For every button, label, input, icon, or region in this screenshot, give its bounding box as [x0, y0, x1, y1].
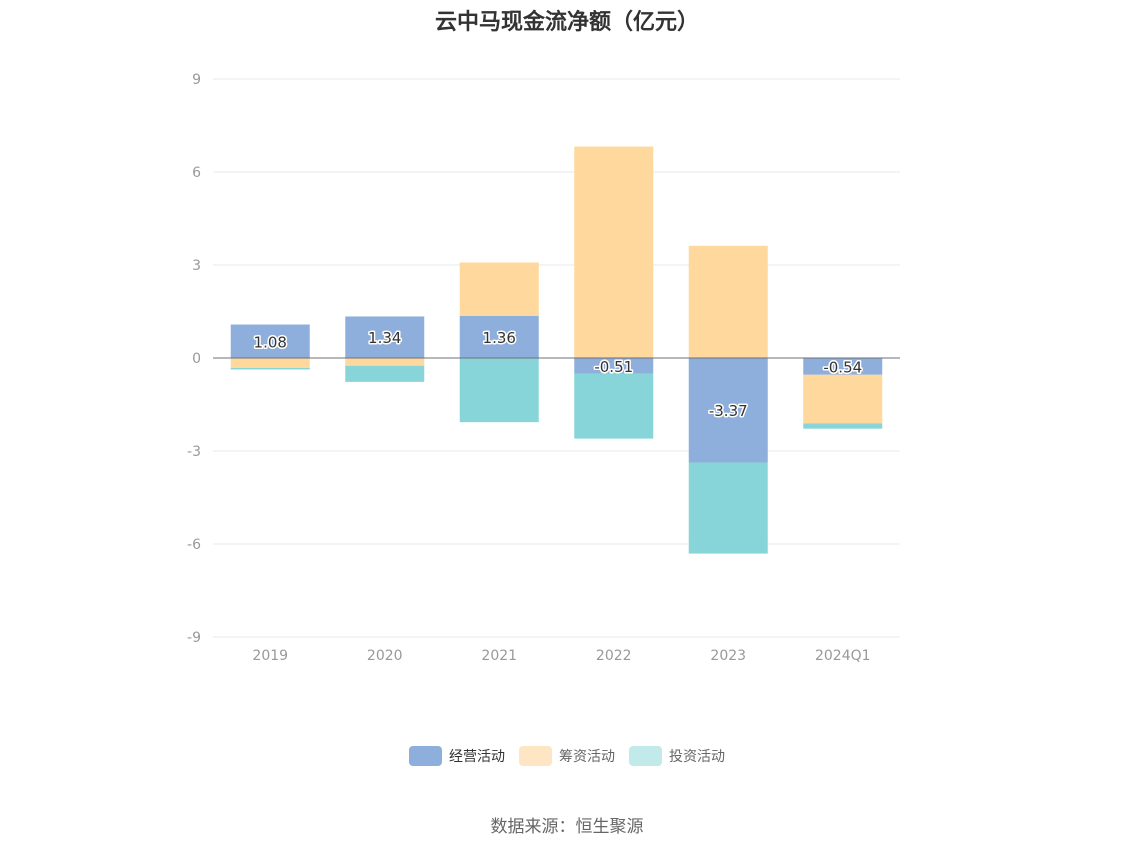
bar-segment[interactable]	[688, 462, 768, 554]
bar-segment[interactable]	[688, 358, 768, 463]
legend-label: 投资活动	[669, 749, 725, 765]
x-tick-label: 2024Q1	[815, 648, 871, 664]
y-tick-label: -6	[187, 537, 201, 553]
data-label: -3.37	[709, 402, 748, 420]
x-tick-label: 2023	[710, 648, 746, 664]
legend-item[interactable]: 筹资活动	[519, 746, 615, 766]
bar-segment[interactable]	[574, 358, 654, 374]
bar-segment[interactable]	[574, 373, 654, 439]
y-tick-label: -3	[187, 444, 201, 460]
chart-plot: 9 6 3 0 -3 -6 -9 2019 2020 2021 2022 2023 2024Q1 1.08…	[187, 72, 900, 664]
legend-label: 经营活动	[449, 749, 505, 765]
chart-title: 云中马现金流净额（亿元）	[434, 10, 699, 35]
x-tick-label: 2022	[596, 648, 632, 664]
bar-segment[interactable]	[230, 324, 310, 358]
bar-segment[interactable]	[574, 146, 654, 358]
y-tick-label: 6	[192, 165, 201, 181]
bar-segment[interactable]	[230, 358, 310, 368]
y-tick-label: 9	[192, 72, 201, 88]
legend-item[interactable]: 经营活动	[409, 746, 505, 766]
bar-segment[interactable]	[803, 423, 883, 429]
y-tick-label: -9	[187, 630, 201, 646]
legend-swatch	[519, 746, 552, 766]
data-label: 1.08	[254, 333, 287, 351]
data-label: 1.34	[368, 329, 401, 347]
bar-segment[interactable]	[345, 316, 425, 358]
bar-segment[interactable]	[345, 365, 425, 382]
bar-segment[interactable]	[459, 315, 539, 358]
bar-segment[interactable]	[230, 367, 310, 370]
data-label: -0.51	[594, 358, 633, 376]
legend-item[interactable]: 投资活动	[629, 746, 725, 766]
bar-segment[interactable]	[803, 358, 883, 375]
legend-label: 筹资活动	[559, 749, 615, 765]
y-tick-label: 0	[192, 351, 201, 367]
source-note: 数据来源：恒生聚源	[490, 817, 644, 837]
x-tick-label: 2021	[481, 648, 517, 664]
bar-segment[interactable]	[345, 358, 425, 366]
data-label: 1.36	[483, 329, 516, 347]
legend: 经营活动 筹资活动 投资活动	[0, 746, 1134, 766]
legend-swatch	[409, 746, 442, 766]
bar-segment[interactable]	[688, 245, 768, 358]
x-tick-label: 2020	[367, 648, 403, 664]
legend-swatch	[629, 746, 662, 766]
y-tick-label: 3	[192, 258, 201, 274]
x-tick-label: 2019	[252, 648, 288, 664]
bar-segment[interactable]	[459, 358, 539, 423]
data-label: -0.54	[823, 358, 862, 376]
bar-segment[interactable]	[803, 374, 883, 424]
bar-segment[interactable]	[459, 262, 539, 316]
